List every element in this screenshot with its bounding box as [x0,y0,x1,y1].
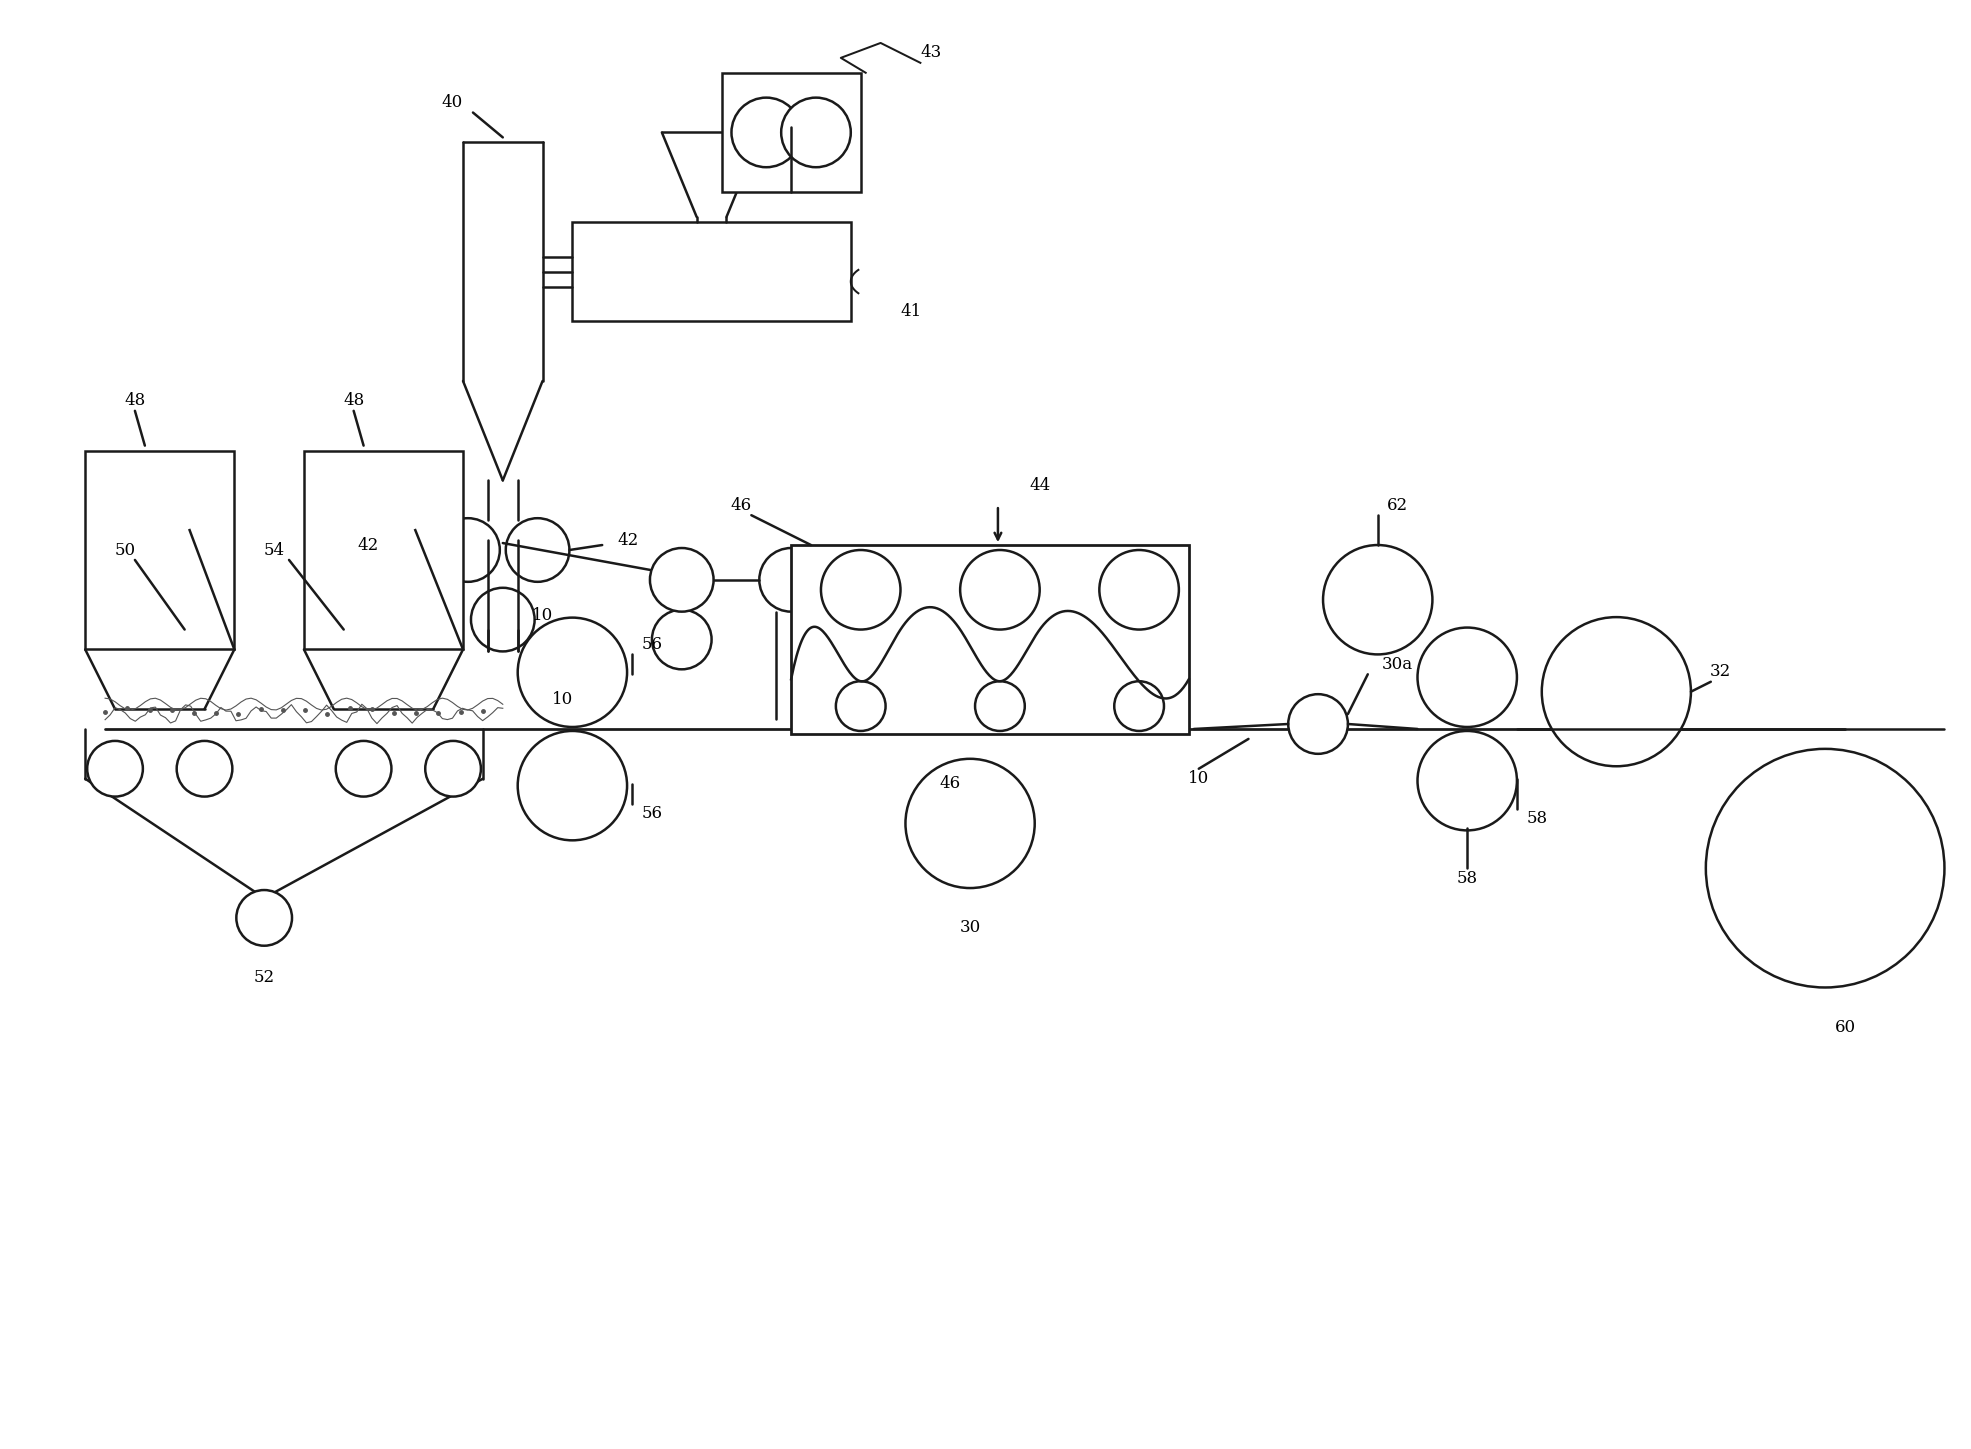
Text: 10: 10 [1189,771,1210,787]
Bar [790,545,1189,735]
Text: 48: 48 [124,393,146,410]
Text: 62: 62 [1388,497,1407,514]
Circle shape [471,588,534,652]
Text: 42: 42 [357,536,378,554]
Circle shape [1417,627,1518,727]
Text: 46: 46 [940,775,960,793]
Circle shape [1705,749,1945,987]
Circle shape [1100,551,1179,629]
Circle shape [507,519,570,582]
Bar [85,451,235,649]
Circle shape [335,740,392,797]
Circle shape [781,97,851,167]
Bar [721,72,861,193]
Circle shape [976,681,1025,730]
Circle shape [650,548,714,611]
Text: 30: 30 [960,919,982,936]
Text: 32: 32 [1711,664,1731,680]
Circle shape [960,551,1039,629]
Text: 10: 10 [552,691,574,707]
Text: 60: 60 [1835,1019,1855,1036]
Text: 52: 52 [254,969,274,985]
Circle shape [1323,545,1433,655]
Text: 56: 56 [641,636,662,653]
Text: 46: 46 [731,497,753,514]
Text: 54: 54 [264,542,284,558]
Circle shape [177,740,233,797]
Circle shape [1114,681,1165,730]
Bar [304,451,463,649]
Circle shape [518,730,627,840]
Circle shape [759,548,824,611]
Circle shape [731,97,800,167]
Circle shape [1289,694,1348,753]
Circle shape [652,610,712,669]
Circle shape [822,551,901,629]
Circle shape [1541,617,1691,767]
Circle shape [518,617,627,727]
Text: 10: 10 [532,607,554,625]
Bar [572,222,851,322]
Text: 50: 50 [114,542,136,558]
Text: 43: 43 [920,45,942,61]
Circle shape [905,759,1035,888]
Circle shape [87,740,142,797]
Text: 58: 58 [1457,869,1478,887]
Text: 42: 42 [617,532,639,549]
Circle shape [436,519,501,582]
Text: 56: 56 [641,806,662,822]
Text: 30a: 30a [1382,656,1413,672]
Text: 58: 58 [1526,810,1547,827]
Text: 48: 48 [343,393,365,410]
Circle shape [836,681,885,730]
Text: 40: 40 [442,94,463,112]
Text: 44: 44 [1029,477,1051,494]
Circle shape [1417,730,1518,830]
Circle shape [426,740,481,797]
Text: 41: 41 [901,303,922,320]
Circle shape [237,890,292,946]
